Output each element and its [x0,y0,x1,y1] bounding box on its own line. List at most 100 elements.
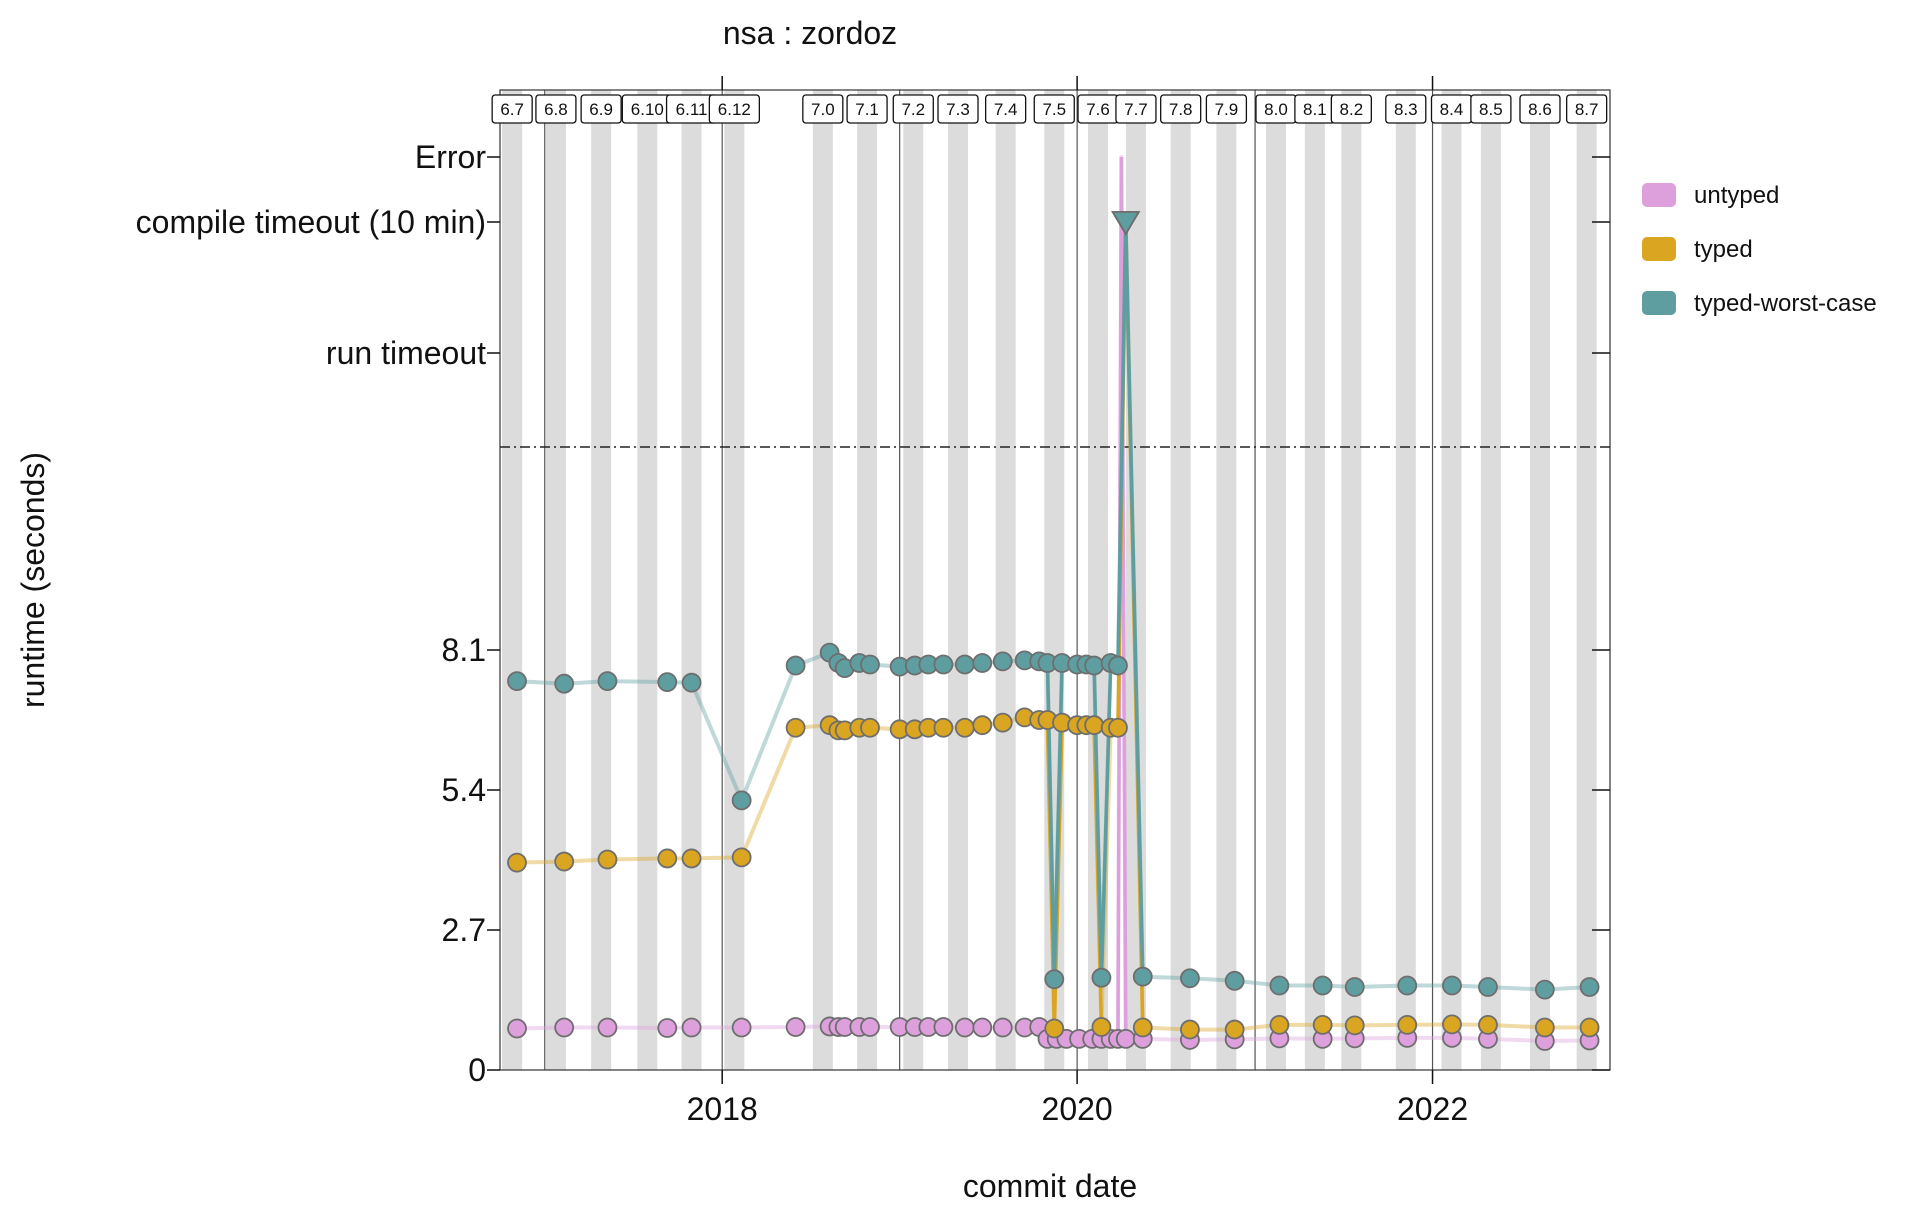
legend-swatch-untyped [1642,183,1676,207]
point-typed-worst-case-34 [1269,975,1290,996]
legend: untyped typed typed-worst-case [1642,182,1877,317]
release-band-8-5 [1480,90,1501,1070]
release-band-7-8 [1170,90,1191,1070]
point-typed-worst-case-2 [597,671,618,692]
point-typed-worst-case-5 [731,790,752,811]
point-typed-worst-case-41 [1579,977,1600,997]
release-label-box-8-2 [1330,94,1372,124]
release-label-7-2: 7.2 [901,100,925,119]
release-label-7-4: 7.4 [994,100,1018,119]
release-label-8-4: 8.4 [1440,100,1464,119]
release-band-7-9 [1216,90,1237,1070]
x-tick-label-2020: 2020 [1042,1091,1113,1127]
release-band-6-11 [681,90,702,1070]
point-typed-worst-case-15 [933,654,954,675]
point-typed-worst-case-4 [681,672,702,693]
release-label-6-10: 6.10 [631,100,664,119]
release-label-7-7: 7.7 [1124,100,1148,119]
x-tick-label-2022: 2022 [1397,1091,1468,1127]
release-label-8-6: 8.6 [1528,100,1552,119]
release-band-6-7 [502,90,523,1070]
release-band-8-1 [1304,90,1325,1070]
point-typed-1 [554,851,575,872]
series-spike-typed-worst-case [1099,662,1113,978]
release-label-box-6-7 [491,94,533,124]
point-typed-worst-case-22 [1044,969,1065,990]
point-typed-34 [1269,1014,1290,1035]
point-typed-27 [1091,1017,1112,1037]
release-label-box-7-4 [985,94,1027,124]
point-typed-6 [785,717,806,738]
point-typed-worst-case-39 [1478,977,1498,997]
series-points [507,211,1600,1051]
release-label-8-5: 8.5 [1479,100,1503,119]
release-label-box-7-5 [1033,94,1075,124]
release-band-7-6 [1088,90,1109,1070]
point-typed-38 [1442,1014,1462,1035]
release-label-box-6-9 [580,94,622,124]
point-typed-worst-case-17 [972,653,993,673]
release-label-box-7-8 [1160,94,1202,124]
plot-frame [499,89,1611,1071]
point-typed-39 [1478,1014,1498,1035]
release-band-8-2 [1341,90,1362,1070]
release-label-box-7-0 [802,94,844,124]
release-label-7-6: 7.6 [1086,100,1110,119]
point-untyped-5 [731,1017,752,1038]
release-label-7-9: 7.9 [1215,100,1239,119]
point-typed-worst-case-16 [954,654,975,675]
point-typed-worst-case-18 [992,651,1013,672]
release-band-7-1 [857,90,878,1070]
series-spike-typed-worst-case [1116,221,1128,666]
point-typed-22 [1044,1018,1065,1039]
point-untyped-15 [933,1017,954,1037]
point-typed-35 [1312,1014,1333,1035]
release-band-7-2 [903,90,924,1070]
point-typed-36 [1344,1015,1365,1036]
release-label-box-8-3 [1385,94,1427,124]
point-untyped-30 [1115,1028,1136,1049]
point-untyped-18 [992,1017,1013,1038]
legend-label-untyped: untyped [1694,182,1779,209]
release-label-8-2: 8.2 [1340,100,1364,119]
point-typed-worst-case-26 [1084,655,1105,676]
release-band-8-3 [1395,90,1416,1070]
y-tick-label-error: Error [415,139,486,175]
release-label-7-3: 7.3 [946,100,970,119]
release-band-6-9 [591,90,612,1070]
release-label-box-6-12 [708,94,760,124]
y-tick-label-8-1: 8.1 [442,632,486,668]
release-band-8-6 [1529,90,1550,1070]
point-typed-worst-case-29 [1108,655,1128,676]
point-untyped-2 [597,1017,618,1038]
y-tick-label-5-4: 5.4 [442,772,486,808]
point-typed-worst-case-37 [1397,975,1418,996]
release-label-box-6-8 [535,94,577,124]
point-typed-worst-case-27 [1091,967,1112,988]
release-band-6-10 [637,90,658,1070]
release-label-8-1: 8.1 [1303,100,1327,119]
point-typed-worst-case-36 [1344,977,1365,997]
release-band-7-0 [812,90,833,1070]
release-label-8-0: 8.0 [1264,100,1288,119]
release-labels: 6.7 6.8 6.9 6.10 6.11 6.12 7.0 7.1 7.2 7.3 7.4 7.5 7… [491,94,1608,124]
y-tick-label-run-timeout: run timeout [326,335,486,371]
release-label-7-0: 7.0 [811,100,835,119]
point-typed-worst-case-6 [785,655,806,676]
point-untyped-3 [657,1018,678,1038]
point-typed-worst-case-40 [1534,979,1555,1000]
point-typed-worst-case-31 [1132,966,1153,987]
point-typed-worst-case-3 [657,672,678,693]
point-typed-worst-case-0 [507,671,527,692]
release-label-6-7: 6.7 [500,100,524,119]
release-label-6-9: 6.9 [589,100,613,119]
point-typed-0 [507,852,527,873]
point-typed-18 [992,712,1013,733]
y-tick-label-0: 0 [468,1052,486,1088]
point-untyped-4 [681,1017,702,1038]
release-label-box-7-7 [1115,94,1157,124]
release-label-7-1: 7.1 [855,100,879,119]
x-axis-label: commit date [963,1168,1137,1204]
point-typed-3 [657,848,678,869]
point-untyped-0 [507,1018,527,1039]
